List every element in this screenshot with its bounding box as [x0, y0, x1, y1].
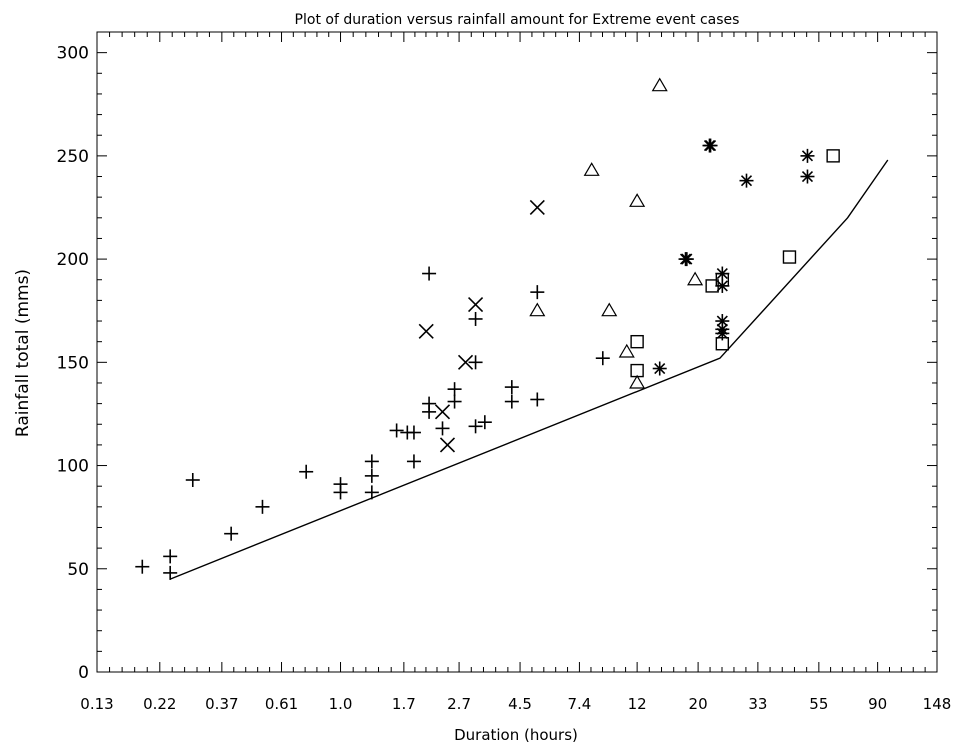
- plot-frame: [96, 31, 938, 673]
- square-point: [782, 250, 797, 264]
- plus-point: [389, 423, 404, 438]
- chart-title: Plot of duration versus rainfall amount …: [295, 12, 740, 28]
- triangle-point: [687, 271, 704, 286]
- x-tick-label: 0.37: [205, 695, 238, 713]
- plus-point: [364, 468, 379, 483]
- x-tick-label: 33: [748, 695, 767, 713]
- y-tick-label: 150: [57, 353, 89, 373]
- asterisk-point: [703, 138, 718, 153]
- x-point: [418, 323, 434, 339]
- x-tick-label: 148: [923, 695, 952, 713]
- y-axis: 0 50 100 150 200 250 300: [57, 31, 937, 683]
- data-points: [135, 77, 840, 580]
- threshold-line: [169, 159, 889, 580]
- y-tick-label: 100: [57, 457, 89, 477]
- x-axis-label: Duration (hours): [454, 726, 578, 744]
- x-point: [439, 437, 456, 453]
- asterisk-point: [800, 169, 815, 184]
- x-axis: 0.13 0.22 0.37 0.61 1.0 1.7 2.7 4.5 7.4 12 20 33 55 9…: [80, 32, 951, 713]
- plus-point: [185, 473, 200, 487]
- plus-point: [477, 415, 492, 430]
- y-tick-label: 250: [57, 147, 89, 167]
- plus-point: [468, 311, 483, 326]
- plus-point: [447, 394, 462, 409]
- plus-point: [364, 485, 379, 500]
- triangle-point: [651, 77, 668, 92]
- plus-point: [406, 425, 421, 440]
- x-tick-label: 0.61: [265, 695, 298, 713]
- triangle-point: [629, 193, 646, 207]
- plus-point: [163, 565, 178, 580]
- square-point: [715, 337, 730, 351]
- plus-point: [224, 526, 239, 541]
- asterisk-point: [800, 148, 815, 163]
- plus-point: [504, 380, 519, 395]
- x-tick-label: 12: [628, 695, 647, 713]
- x-tick-label: 7.4: [567, 695, 591, 713]
- plus-point: [364, 454, 379, 469]
- plot-border: [96, 31, 938, 673]
- square-point: [715, 273, 730, 287]
- x-tick-label: 4.5: [508, 695, 532, 713]
- x-tick-label: 0.22: [143, 695, 176, 713]
- plus-point: [447, 382, 462, 397]
- plus-point: [530, 392, 545, 407]
- plus-point: [468, 419, 483, 434]
- y-tick-label: 300: [57, 44, 89, 64]
- plus-point: [530, 285, 545, 300]
- asterisk-point: [652, 361, 667, 376]
- triangle-point: [629, 374, 646, 389]
- x-tick-label: 1.0: [329, 695, 353, 713]
- x-tick-label: 55: [809, 695, 828, 713]
- plus-point: [333, 485, 348, 500]
- plus-point: [422, 266, 437, 281]
- plus-point: [255, 499, 270, 514]
- triangle-point: [529, 302, 546, 317]
- plus-point: [468, 355, 483, 370]
- x-tick-label: 20: [689, 695, 708, 713]
- plus-point: [299, 464, 314, 479]
- triangle-point: [583, 162, 600, 176]
- y-axis-label: Rainfall total (mms): [13, 269, 33, 437]
- x-point: [529, 199, 545, 216]
- plus-point: [422, 404, 437, 419]
- square-point: [630, 334, 644, 349]
- y-tick-label: 50: [67, 560, 89, 580]
- x-tick-label: 2.7: [447, 695, 471, 713]
- x-tick-label: 0.13: [80, 695, 113, 713]
- plus-point: [595, 351, 610, 366]
- x-tick-label: 90: [868, 695, 887, 713]
- x-tick-label: 1.7: [392, 695, 416, 713]
- plus-point: [135, 559, 150, 574]
- y-tick-label: 200: [57, 250, 89, 270]
- x-point: [468, 296, 484, 313]
- asterisk-point: [679, 252, 694, 267]
- plus-point: [406, 454, 421, 469]
- square-point: [630, 363, 644, 378]
- threshold-curve: [169, 159, 889, 580]
- plus-point: [435, 421, 450, 436]
- y-tick-label: 0: [78, 663, 89, 683]
- asterisk-point: [739, 173, 754, 188]
- triangle-point: [601, 302, 618, 317]
- plus-point: [163, 549, 178, 564]
- x-point: [457, 354, 474, 370]
- triangle-point: [618, 343, 635, 358]
- plus-point: [504, 394, 519, 409]
- x-point: [434, 404, 451, 420]
- square-point: [826, 149, 840, 163]
